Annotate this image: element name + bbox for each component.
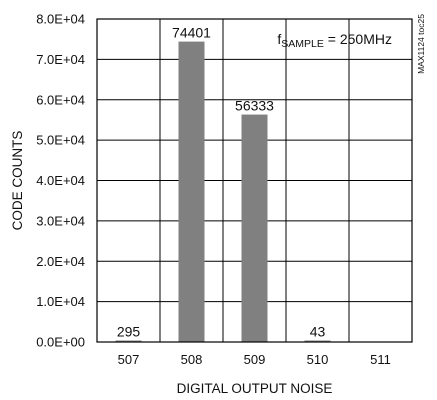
x-tick-511: 511: [370, 352, 391, 367]
x-tick-labels: 507 508 509 510 511: [118, 352, 391, 367]
y-tick: 0.0E+00: [36, 335, 85, 350]
sample-frequency-annotation: fSAMPLE = 250MHz: [277, 31, 392, 50]
data-labels: 295 74401 56333 43: [117, 25, 326, 340]
plot-frame: [96, 18, 413, 343]
bar-509: [241, 114, 268, 342]
x-tick-508: 508: [181, 352, 203, 367]
y-tick-labels: 0.0E+00 1.0E+04 2.0E+04 3.0E+04 4.0E+04 5.0E+…: [36, 12, 85, 350]
x-tick-509: 509: [244, 352, 266, 367]
x-tick-507: 507: [118, 352, 140, 367]
y-tick: 3.0E+04: [36, 213, 85, 228]
bar-510: [304, 340, 331, 342]
data-label-507: 295: [117, 324, 141, 340]
side-note: MAX1124 toc25: [416, 14, 426, 74]
y-tick: 4.0E+04: [36, 173, 85, 188]
y-tick: 7.0E+04: [36, 52, 85, 67]
y-tick: 2.0E+04: [36, 254, 85, 269]
bars: [115, 41, 331, 343]
y-tick: 5.0E+04: [36, 133, 85, 148]
y-axis-label: CODE COUNTS: [10, 131, 25, 231]
data-label-509: 56333: [235, 98, 274, 114]
bar-507: [115, 340, 142, 342]
x-tick-510: 510: [307, 352, 329, 367]
data-label-508: 74401: [172, 25, 211, 41]
y-tick: 6.0E+04: [36, 92, 85, 107]
y-tick: 1.0E+04: [36, 294, 85, 309]
bar-508: [178, 41, 205, 343]
x-axis-label: DIGITAL OUTPUT NOISE: [177, 381, 333, 396]
y-tick: 8.0E+04: [36, 12, 85, 27]
data-label-510: 43: [310, 324, 326, 340]
